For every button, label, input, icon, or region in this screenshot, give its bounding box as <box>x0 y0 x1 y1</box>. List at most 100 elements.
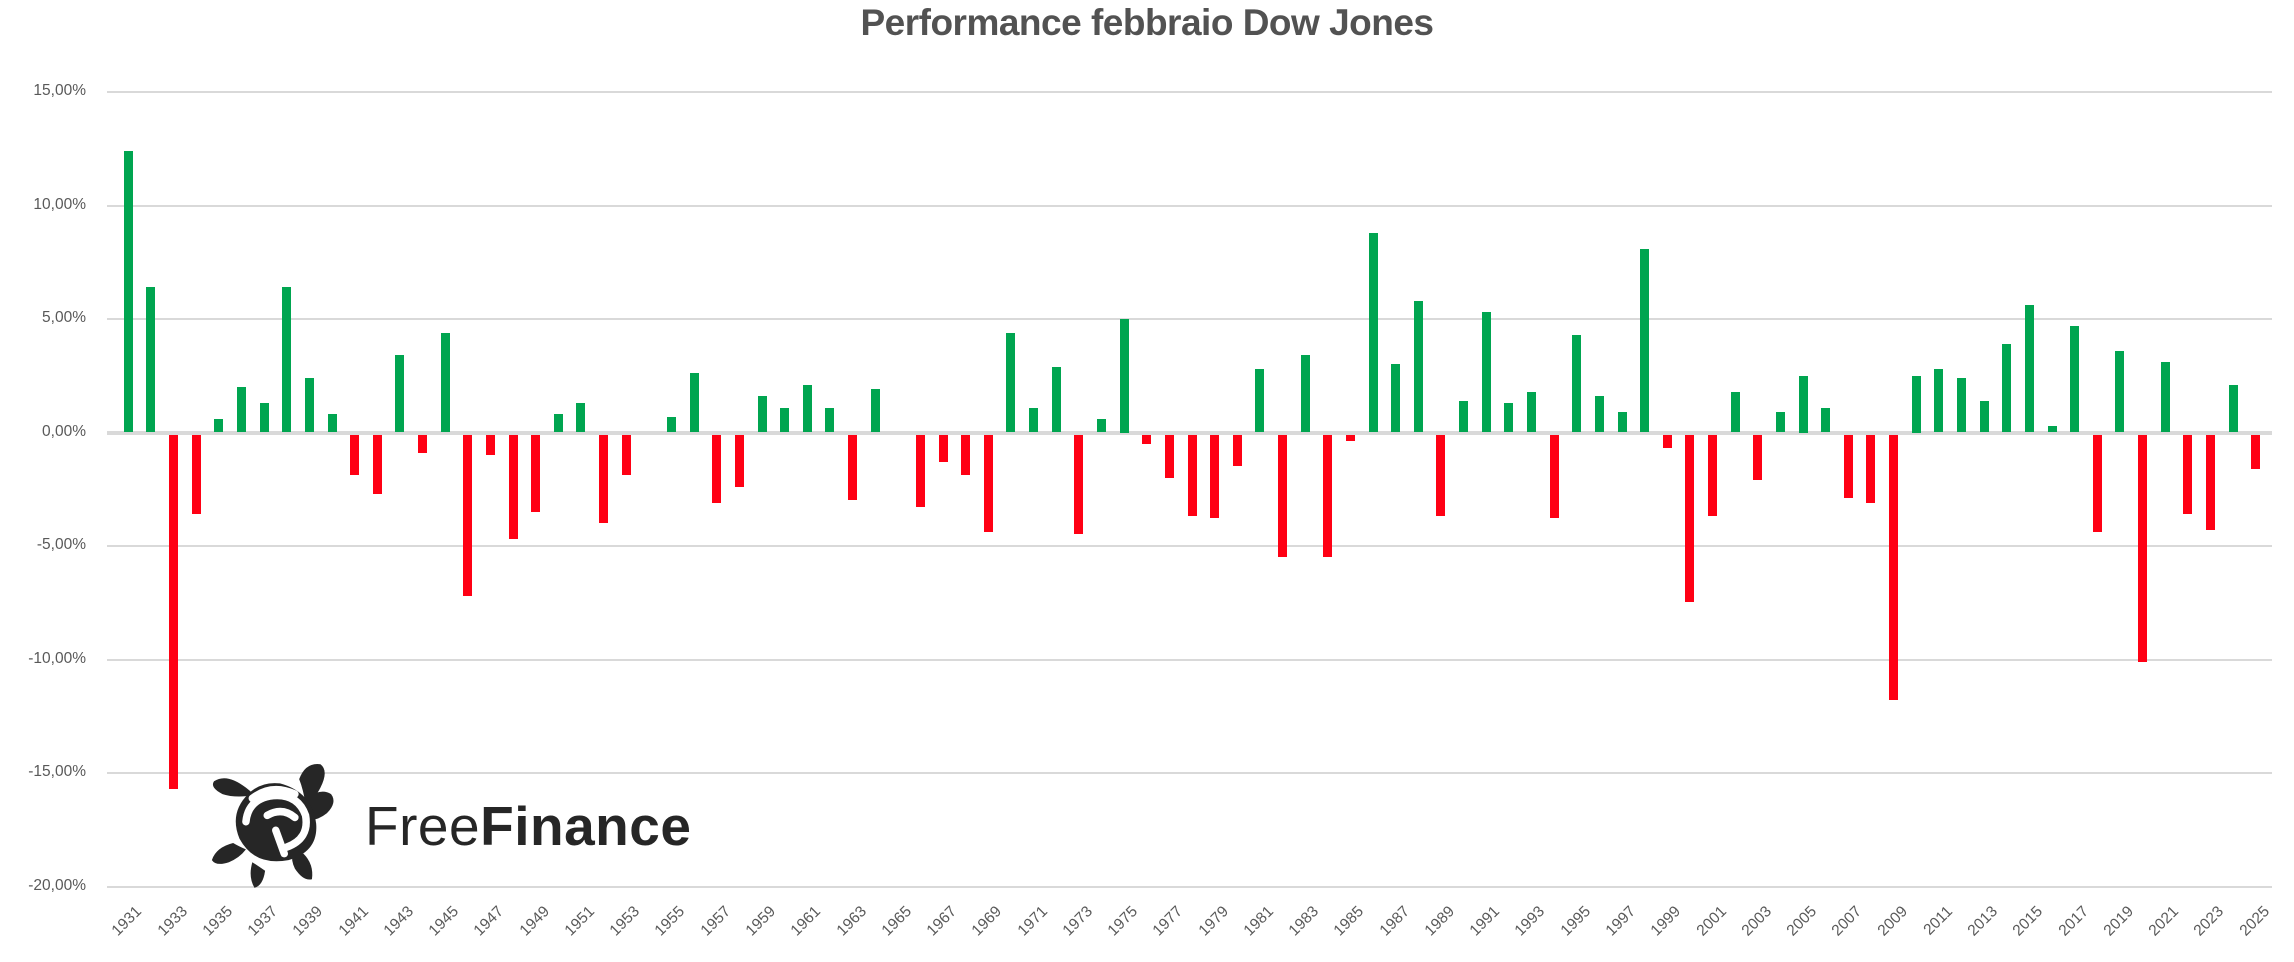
bar-2005 <box>1798 375 1808 433</box>
bar-1985 <box>1345 434 1355 442</box>
chart-title: Performance febbraio Dow Jones <box>860 2 1434 43</box>
bar-1976 <box>1142 434 1152 444</box>
bar-1956 <box>689 373 699 433</box>
bar-1939 <box>304 378 314 433</box>
bar-1968 <box>961 434 971 476</box>
bar-2020 <box>2138 434 2148 662</box>
bar-1963 <box>848 434 858 501</box>
bar-1964 <box>870 389 880 433</box>
bar-1998 <box>1640 248 1650 433</box>
logo-text-free: Free <box>365 794 481 857</box>
bar-2014 <box>2002 343 2012 433</box>
bar-1983 <box>1300 355 1310 433</box>
bar-1951 <box>576 402 586 433</box>
bar-2024 <box>2228 384 2238 433</box>
bar-1944 <box>418 434 428 453</box>
bar-1958 <box>734 434 744 487</box>
bar-1945 <box>440 332 450 433</box>
bar-1984 <box>1323 434 1333 558</box>
bar-2004 <box>1775 412 1785 433</box>
bar-1948 <box>508 434 518 539</box>
bar-2018 <box>2092 434 2102 533</box>
zero-axis-line <box>107 430 2272 435</box>
bar-1974 <box>1096 418 1106 433</box>
gridline <box>107 318 2272 320</box>
bar-1987 <box>1391 364 1401 433</box>
bar-1981 <box>1255 368 1265 433</box>
bar-2008 <box>1866 434 1876 503</box>
bar-1986 <box>1368 232 1378 433</box>
bar-1949 <box>531 434 541 512</box>
bar-1932 <box>146 287 156 433</box>
bar-1992 <box>1504 402 1514 433</box>
bar-2022 <box>2183 434 2193 514</box>
bar-1962 <box>825 407 835 433</box>
y-axis-tick-label: 5,00% <box>42 309 86 326</box>
bar-1950 <box>553 414 563 433</box>
bar-1946 <box>463 434 473 596</box>
bar-1957 <box>712 434 722 503</box>
freefinance-logo: FreeFinance <box>205 760 691 892</box>
bar-1996 <box>1594 396 1604 433</box>
bar-1982 <box>1278 434 1288 558</box>
bar-2019 <box>2115 350 2125 433</box>
bar-1966 <box>915 434 925 508</box>
gridline <box>107 545 2272 547</box>
bar-1942 <box>372 434 382 494</box>
bar-2021 <box>2160 362 2170 433</box>
bar-1936 <box>236 387 246 433</box>
bar-1938 <box>282 287 292 433</box>
bar-2009 <box>1889 434 1899 701</box>
bar-2016 <box>2047 425 2057 433</box>
bar-1935 <box>214 418 224 433</box>
bar-1995 <box>1572 334 1582 433</box>
y-axis-tick-label: 15,00% <box>33 82 86 99</box>
gridline <box>107 91 2272 93</box>
bar-2007 <box>1843 434 1853 499</box>
gridline <box>107 658 2272 661</box>
bar-1990 <box>1459 400 1469 433</box>
gridline <box>107 772 2272 774</box>
bar-1977 <box>1164 434 1174 478</box>
bar-1997 <box>1617 412 1627 433</box>
bar-1960 <box>780 407 790 433</box>
bar-1999 <box>1662 434 1672 449</box>
bar-1940 <box>327 414 337 433</box>
bar-1993 <box>1526 391 1536 433</box>
bar-1979 <box>1210 434 1220 519</box>
bar-2002 <box>1730 391 1740 433</box>
bar-2010 <box>1911 375 1921 433</box>
bar-1955 <box>666 416 676 433</box>
bar-1971 <box>1029 407 1039 433</box>
bar-1937 <box>259 402 269 433</box>
bar-2000 <box>1685 434 1695 603</box>
bar-1973 <box>1074 434 1084 535</box>
bar-1961 <box>802 384 812 433</box>
y-axis-tick-label: -10,00% <box>28 649 86 667</box>
turtle-icon <box>211 764 334 888</box>
logo-text-finance: Finance <box>480 794 692 857</box>
bar-2025 <box>2251 434 2261 469</box>
bar-1931 <box>123 151 133 433</box>
bar-1972 <box>1051 366 1061 433</box>
bar-1991 <box>1481 312 1491 433</box>
bar-2012 <box>1956 378 1966 433</box>
bar-2006 <box>1821 407 1831 433</box>
y-axis-tick-label: -15,00% <box>28 763 86 780</box>
bar-2001 <box>1708 434 1718 517</box>
bar-1988 <box>1413 300 1423 433</box>
bar-2015 <box>2024 305 2034 433</box>
y-axis-tick-label: -5,00% <box>36 536 86 553</box>
bar-1953 <box>621 434 631 476</box>
gridline <box>107 885 2272 888</box>
bar-1952 <box>599 434 609 524</box>
bar-1943 <box>395 355 405 433</box>
bar-2011 <box>1934 368 1944 433</box>
y-axis-tick-label: -20,00% <box>28 876 86 894</box>
bar-1967 <box>938 434 948 462</box>
gridline <box>107 204 2272 207</box>
y-axis-tick-label: 10,00% <box>33 195 86 213</box>
bar-1994 <box>1549 434 1559 519</box>
bar-1978 <box>1187 434 1197 517</box>
